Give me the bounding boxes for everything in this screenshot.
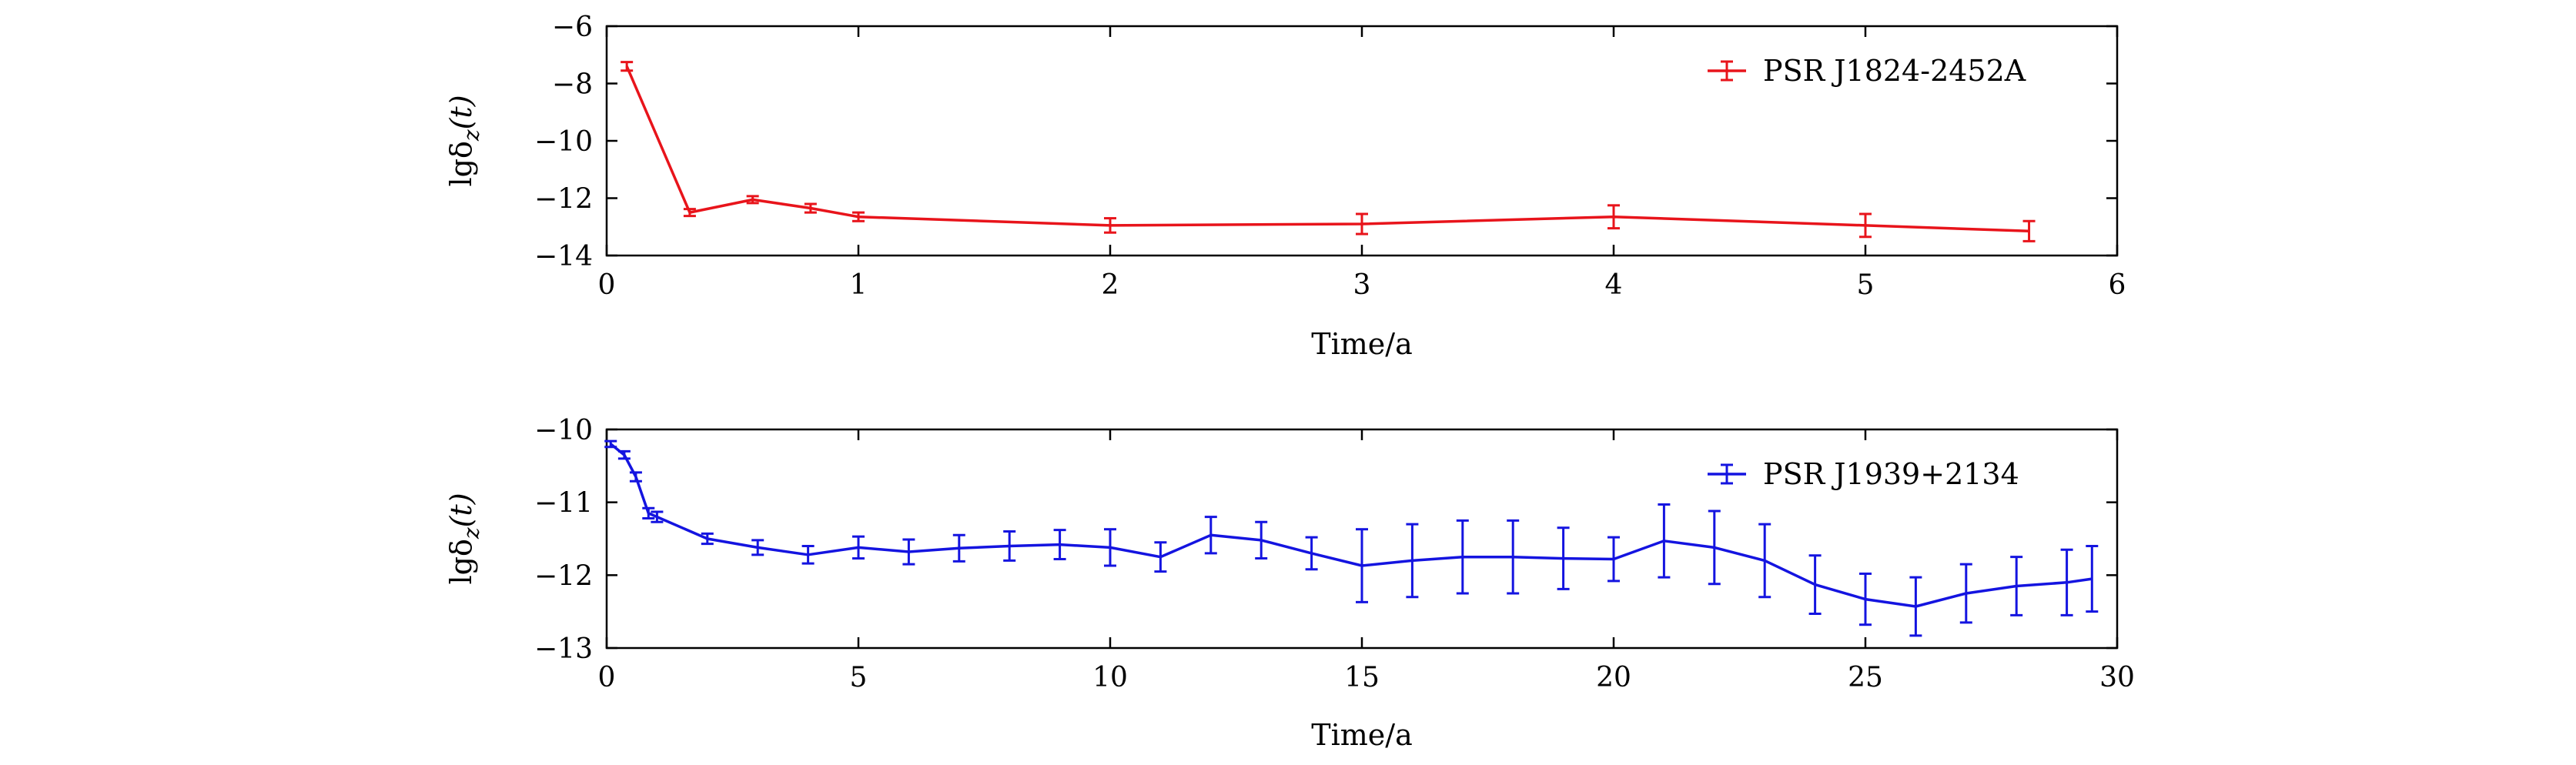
x-tick-label: 25	[1848, 662, 1883, 693]
x-tick-label: 0	[598, 269, 616, 301]
x-axis-label: Time/a	[1311, 327, 1412, 361]
x-tick-label: 5	[850, 662, 868, 693]
x-tick-label: 4	[1605, 269, 1623, 301]
x-tick-label: 10	[1092, 662, 1128, 693]
x-tick-label: 1	[850, 269, 868, 301]
y-axis-label: lgδz(t)	[444, 95, 484, 186]
x-tick-label: 3	[1353, 269, 1371, 301]
series-line	[610, 443, 2093, 608]
panel-top: PSR J1824-2452A Time/a lgδz(t) 0 1 2 3 4 5 6 −6…	[444, 12, 2126, 361]
x-tick-label: 6	[2109, 269, 2126, 301]
x-tick-label: 2	[1102, 269, 1119, 301]
y-axis-label-subscript: z	[459, 527, 484, 540]
y-tick-label: −8	[552, 69, 593, 101]
series-line	[625, 65, 2029, 233]
y-tick-label: −12	[534, 560, 593, 592]
legend-bottom: PSR J1939+2134	[1708, 457, 2019, 491]
y-axis-label-main: lgδ	[444, 539, 478, 584]
y-tick-label: −14	[534, 241, 593, 272]
x-tick-label: 20	[1596, 662, 1631, 693]
y-axis-label-main: lgδ	[444, 141, 478, 186]
x-tick-label: 30	[2099, 662, 2135, 693]
y-axis-label: lgδz(t)	[444, 493, 484, 584]
y-tick-label: −6	[552, 12, 593, 43]
y-axis-label-subscript: z	[459, 129, 484, 142]
y-tick-label: −13	[534, 633, 593, 665]
y-tick-label: −10	[534, 126, 593, 158]
y-tick-label: −11	[534, 488, 593, 519]
legend-label: PSR J1824-2452A	[1763, 54, 2026, 88]
y-tick-label: −10	[534, 415, 593, 446]
y-axis-label-arg: (t)	[444, 95, 478, 129]
y-tick-label: −12	[534, 184, 593, 215]
x-tick-label: 15	[1344, 662, 1380, 693]
panel-bottom: PSR J1939+2134 Time/a lgδz(t) 0 5 10 15 20 25…	[444, 415, 2135, 752]
x-tick-label: 0	[598, 662, 616, 693]
x-tick-label: 5	[1857, 269, 1875, 301]
legend-top: PSR J1824-2452A	[1708, 54, 2026, 88]
y-axis-label-arg: (t)	[444, 493, 478, 527]
x-axis-label: Time/a	[1311, 718, 1412, 752]
legend-label: PSR J1939+2134	[1763, 457, 2019, 491]
